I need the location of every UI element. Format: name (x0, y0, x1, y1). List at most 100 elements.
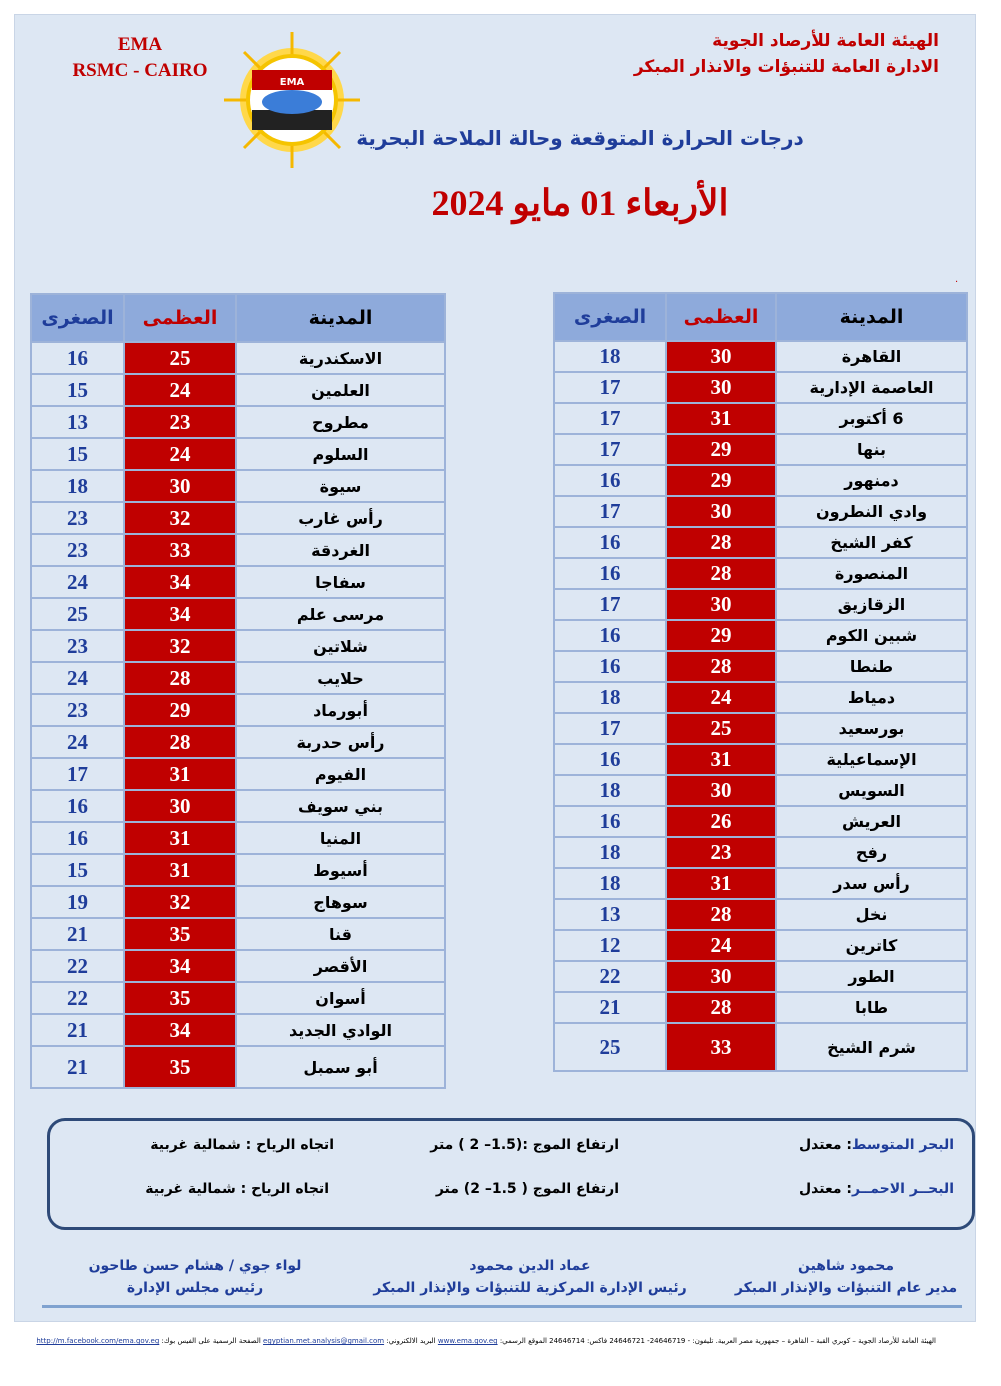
table-row: رأس حدربة 28 24 (30, 725, 446, 759)
table-row: بني سويف 30 16 (30, 789, 446, 823)
sea-state: : معتدل (799, 1137, 852, 1153)
table-row: سيوة 30 18 (30, 469, 446, 503)
table-row: الغردقة 33 23 (30, 533, 446, 567)
table-row: السلوم 24 15 (30, 437, 446, 471)
wave-height: ارتفاع الموج ( 1.5– 2) متر (435, 1181, 619, 1197)
signatory-title: رئيس الإدارة المركزية للتنبؤات والإنذار … (373, 1280, 687, 1296)
city-name: سوهاج (235, 885, 446, 919)
table-row: كفر الشيخ 28 16 (553, 526, 968, 559)
max-temp: 23 (665, 836, 777, 869)
max-temp: 23 (123, 405, 237, 439)
org-line-1: الهيئة العامة للأرصاد الجوية (712, 31, 939, 51)
min-temp: 24 (30, 661, 125, 695)
min-temp: 17 (553, 712, 667, 745)
table-row: أبورماد 29 23 (30, 693, 446, 727)
city-name: الفيوم (235, 757, 446, 791)
min-temp: 22 (30, 949, 125, 983)
signature-3: لواء جوي / هشام حسن طاحون رئيس مجلس الإدا… (80, 1255, 310, 1299)
table-row: الأقصر 34 22 (30, 949, 446, 983)
min-temp: 23 (30, 501, 125, 535)
email-link[interactable]: egyptian.met.analysis@gmail.com (263, 1337, 385, 1345)
table-row: الفيوم 31 17 (30, 757, 446, 791)
sea-state: : معتدل (799, 1181, 852, 1197)
table-row: الوادي الجديد 34 21 (30, 1013, 446, 1047)
city-name: شبين الكوم (775, 619, 968, 652)
temperature-table-right: المدينة العظمى الصغرى القاهرة 30 18 العاصمة ال… (553, 292, 968, 1072)
min-temp: 17 (553, 433, 667, 466)
max-temp: 30 (665, 340, 777, 373)
bulletin-subtitle: درجات الحرارة المتوقعة وحالة الملاحة الب… (356, 126, 804, 150)
table-row: دمياط 24 18 (553, 681, 968, 714)
max-temp: 26 (665, 805, 777, 838)
min-temp: 18 (553, 867, 667, 900)
min-temp: 16 (553, 526, 667, 559)
max-temp: 31 (665, 402, 777, 435)
max-temp: 30 (665, 588, 777, 621)
max-temp: 32 (123, 629, 237, 663)
wind-direction: اتجاه الرياح : شمالية غربية (145, 1181, 329, 1197)
org-line-2: الادارة العامة للتنبؤات والانذار المبكر (633, 57, 939, 77)
rsmc-text: RSMC - CAIRO (72, 60, 208, 81)
max-temp: 34 (123, 949, 237, 983)
ema-text: EMA (117, 34, 163, 55)
min-temp: 16 (30, 821, 125, 855)
table-row: شبين الكوم 29 16 (553, 619, 968, 652)
table-row: وادي النطرون 30 17 (553, 495, 968, 528)
column-header-min: الصغرى (30, 293, 125, 343)
footer-address: الهيئة العامة للأرصاد الجوية – كوبري الق… (499, 1337, 936, 1345)
bulletin-date: الأربعاء 01 مايو 2024 (431, 183, 729, 223)
min-temp: 15 (30, 373, 125, 407)
city-name: المنيا (235, 821, 446, 855)
sea-row-red-sea: البحــر الاحمــر : معتدل ارتفاع الموج ( … (64, 1181, 954, 1205)
city-name: الأقصر (235, 949, 446, 983)
facebook-label: الصفحة الرسمية على الفيس بوك: (161, 1337, 261, 1345)
table-row: العاصمة الإدارية 30 17 (553, 371, 968, 404)
min-temp: 17 (553, 402, 667, 435)
max-temp: 35 (123, 981, 237, 1015)
max-temp: 29 (665, 619, 777, 652)
min-temp: 17 (30, 757, 125, 791)
city-name: بنها (775, 433, 968, 466)
city-name: حلايب (235, 661, 446, 695)
city-name: سيوة (235, 469, 446, 503)
city-name: العاصمة الإدارية (775, 371, 968, 404)
signatory-title: مدير عام التنبؤات والإنذار المبكر (734, 1280, 958, 1296)
table-row: شرم الشيخ 33 25 (553, 1022, 968, 1072)
table-row: المنصورة 28 16 (553, 557, 968, 590)
facebook-link[interactable]: http://m.facebook.com/ema.gov.eg (36, 1337, 160, 1345)
table-row: حلايب 28 24 (30, 661, 446, 695)
city-name: رأس سدر (775, 867, 968, 900)
table-row: قنا 35 21 (30, 917, 446, 951)
city-name: العريش (775, 805, 968, 838)
city-name: وادي النطرون (775, 495, 968, 528)
city-name: قنا (235, 917, 446, 951)
city-name: رفح (775, 836, 968, 869)
table-row: سوهاج 32 19 (30, 885, 446, 919)
min-temp: 16 (553, 650, 667, 683)
city-name: شلاتين (235, 629, 446, 663)
city-name: أسيوط (235, 853, 446, 887)
city-name: أسوان (235, 981, 446, 1015)
min-temp: 25 (553, 1022, 667, 1072)
city-name: القاهرة (775, 340, 968, 373)
website-link[interactable]: www.ema.gov.eg (437, 1337, 498, 1345)
max-temp: 32 (123, 501, 237, 535)
min-temp: 22 (30, 981, 125, 1015)
min-temp: 18 (553, 836, 667, 869)
max-temp: 28 (665, 650, 777, 683)
city-name: الوادي الجديد (235, 1013, 446, 1047)
max-temp: 28 (665, 991, 777, 1024)
min-temp: 22 (553, 960, 667, 993)
header-row: المدينة العظمى الصغرى (30, 293, 446, 343)
table-row: طابا 28 21 (553, 991, 968, 1024)
column-header-city: المدينة (235, 293, 446, 343)
min-temp: 25 (30, 597, 125, 631)
max-temp: 28 (123, 725, 237, 759)
min-temp: 18 (553, 681, 667, 714)
header-row: المدينة العظمى الصغرى (553, 292, 968, 342)
max-temp: 30 (665, 371, 777, 404)
max-temp: 30 (665, 960, 777, 993)
city-name: السويس (775, 774, 968, 807)
table-row: الإسماعيلية 31 16 (553, 743, 968, 776)
city-name: العلمين (235, 373, 446, 407)
